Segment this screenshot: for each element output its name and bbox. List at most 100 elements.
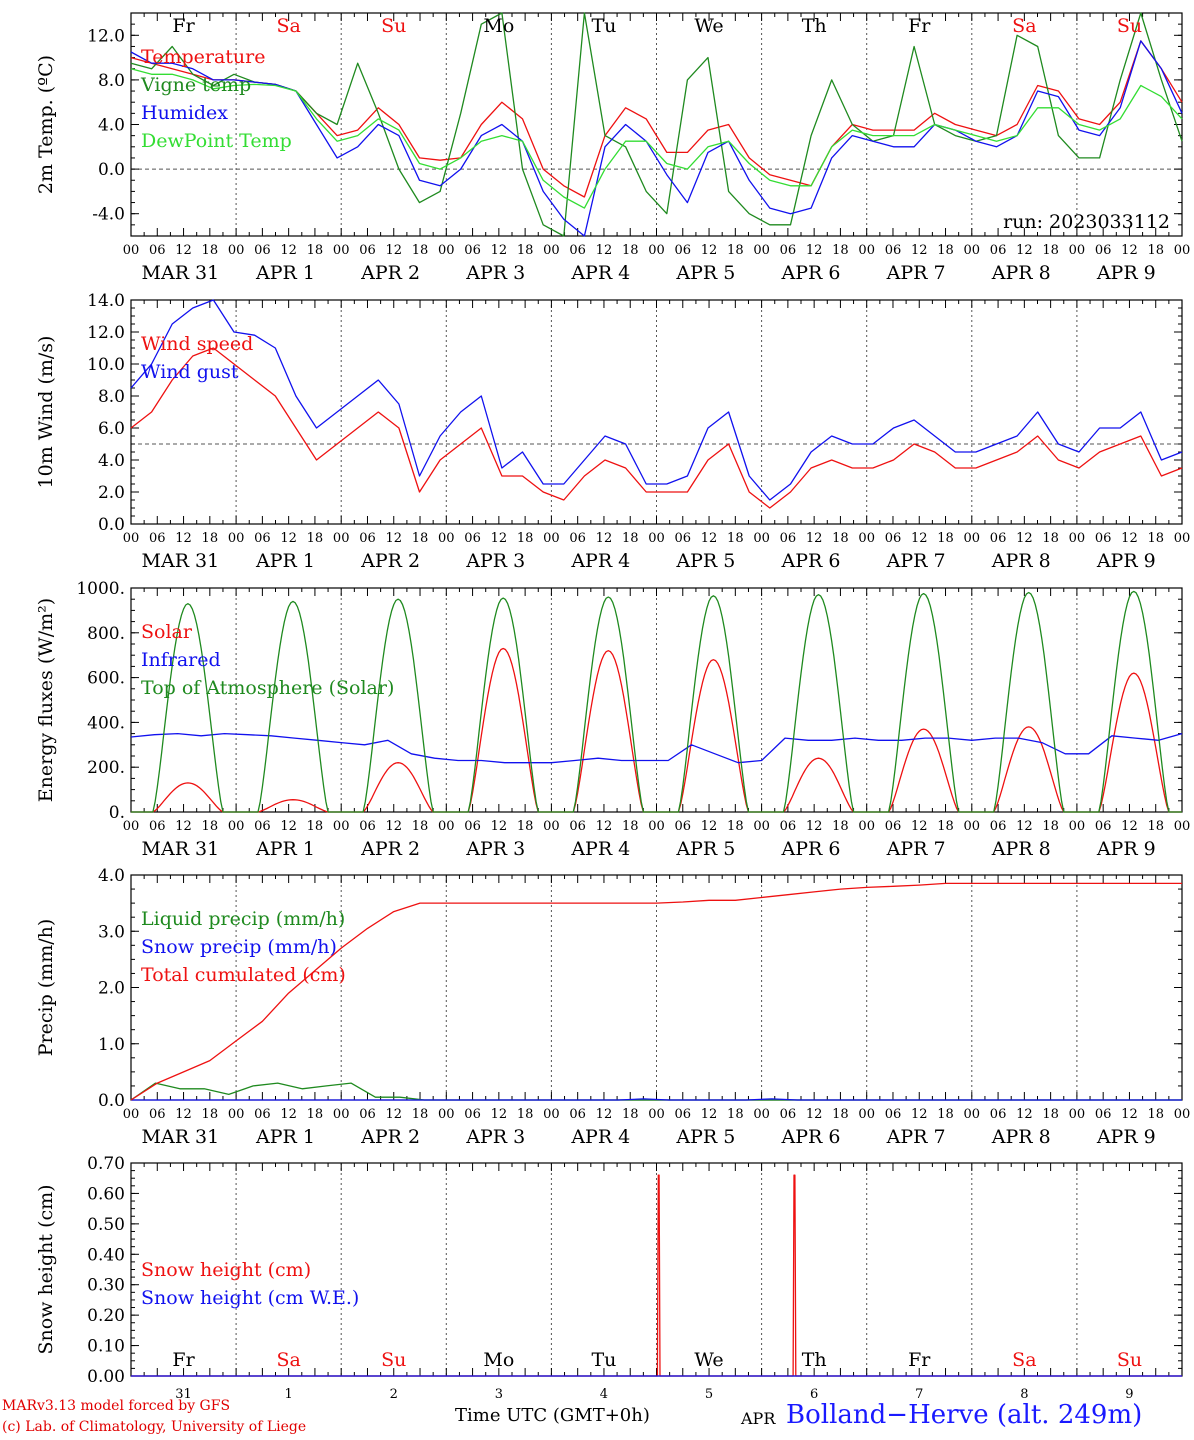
- date-label: MAR 31: [142, 1126, 220, 1148]
- date-label: APR 9: [1096, 262, 1156, 284]
- hour-label: 12: [1016, 531, 1033, 546]
- y-tick-label: 0.40: [87, 1245, 125, 1265]
- hour-label: 00: [543, 1107, 560, 1122]
- y-tick-label: 2.0: [98, 483, 125, 503]
- hour-label: 18: [307, 819, 324, 834]
- hour-label: 06: [359, 243, 376, 258]
- date-label: APR 6: [781, 262, 841, 284]
- hour-label: 18: [1042, 1107, 1059, 1122]
- month-label: APR: [741, 1409, 776, 1428]
- hour-label: 12: [385, 243, 402, 258]
- hour-label: 12: [280, 819, 297, 834]
- weekday-label: Sa: [276, 15, 300, 37]
- date-label: APR 7: [886, 262, 946, 284]
- y-axis-label: Precip (mm/h): [35, 919, 57, 1057]
- hour-label: 00: [1174, 819, 1191, 834]
- legend-entry: Snow precip (mm/h): [141, 936, 337, 958]
- date-label: APR 3: [465, 262, 525, 284]
- y-tick-label: 0.50: [87, 1215, 125, 1235]
- date-label: APR 4: [570, 838, 630, 860]
- weekday-label: Fr: [908, 15, 931, 37]
- hour-label: 12: [911, 819, 928, 834]
- hour-label: 18: [307, 1107, 324, 1122]
- legend-entry: Top of Atmosphere (Solar): [141, 677, 394, 699]
- date-label: APR 4: [570, 262, 630, 284]
- hour-label: 06: [675, 531, 692, 546]
- hour-label: 06: [254, 1107, 271, 1122]
- y-axis-label: Snow height (cm): [35, 1184, 57, 1354]
- hour-label: 18: [1042, 819, 1059, 834]
- hour-label: 18: [517, 243, 534, 258]
- legend-entry: Infrared: [141, 649, 221, 671]
- hour-label: 12: [806, 1107, 823, 1122]
- hour-label: 06: [885, 243, 902, 258]
- hour-label: 12: [385, 1107, 402, 1122]
- y-tick-label: 0.20: [87, 1306, 125, 1326]
- y-tick-label: 3.0: [98, 922, 125, 942]
- hour-label: 06: [254, 243, 271, 258]
- date-label: APR 6: [781, 1126, 841, 1148]
- hour-label: 00: [964, 1107, 981, 1122]
- hour-label: 06: [464, 819, 481, 834]
- hour-label: 12: [1016, 819, 1033, 834]
- hour-label: 00: [1174, 243, 1191, 258]
- date-label: APR 3: [465, 550, 525, 572]
- hour-label: 12: [1016, 1107, 1033, 1122]
- y-tick-label: 6.0: [98, 419, 125, 439]
- weekday-label: Sa: [1012, 15, 1036, 37]
- hour-label: 12: [1121, 819, 1138, 834]
- date-label: APR 6: [781, 550, 841, 572]
- hour-label: 06: [359, 1107, 376, 1122]
- hour-label: 06: [990, 819, 1007, 834]
- hour-label: 18: [412, 243, 429, 258]
- y-tick-label: 0.0: [98, 1091, 125, 1111]
- hour-label: 00: [333, 819, 350, 834]
- hour-label: 06: [1095, 531, 1112, 546]
- hour-label: 06: [780, 819, 797, 834]
- y-tick-label: 12.0: [87, 323, 125, 343]
- legend-entry: Liquid precip (mm/h): [141, 908, 345, 930]
- hour-label: 18: [727, 1107, 744, 1122]
- y-tick-label: 600.: [87, 669, 125, 689]
- panel-5: [130, 1162, 1183, 1377]
- hour-label: 06: [885, 531, 902, 546]
- y-tick-label: 10.0: [87, 355, 125, 375]
- series-line: [131, 1098, 1182, 1101]
- hour-label: 06: [885, 1107, 902, 1122]
- hour-label: 06: [990, 1107, 1007, 1122]
- hour-label: 12: [175, 531, 192, 546]
- weekday-label: Mo: [483, 15, 514, 37]
- hour-label: 12: [596, 531, 613, 546]
- hour-label: 18: [832, 1107, 849, 1122]
- panel-4: [130, 874, 1183, 1101]
- y-tick-label: 0.60: [87, 1184, 125, 1204]
- hour-label: 12: [596, 243, 613, 258]
- hour-label: 12: [280, 1107, 297, 1122]
- hour-label: 06: [359, 819, 376, 834]
- date-label: APR 6: [781, 838, 841, 860]
- hour-label: 12: [1121, 243, 1138, 258]
- weekday-label: We: [694, 15, 723, 37]
- hour-label: 00: [858, 243, 875, 258]
- day-number: 8: [1020, 1387, 1028, 1402]
- hour-label: 00: [648, 1107, 665, 1122]
- hour-label: 06: [254, 819, 271, 834]
- series-line: [130, 882, 1182, 1101]
- date-label: APR 7: [886, 1126, 946, 1148]
- y-axis-label: 10m Wind (m/s): [35, 336, 57, 489]
- hour-label: 18: [202, 819, 219, 834]
- hour-label: 06: [464, 531, 481, 546]
- date-label: APR 7: [886, 550, 946, 572]
- date-label: APR 9: [1096, 1126, 1156, 1148]
- hour-label: 18: [727, 243, 744, 258]
- day-number: 4: [600, 1387, 608, 1402]
- hour-label: 00: [1069, 1107, 1086, 1122]
- hour-label: 00: [858, 1107, 875, 1122]
- day-number: 2: [390, 1387, 398, 1402]
- hour-label: 18: [202, 1107, 219, 1122]
- hour-label: 00: [543, 819, 560, 834]
- date-label: APR 2: [360, 1126, 420, 1148]
- hour-label: 12: [175, 1107, 192, 1122]
- weekday-label: Su: [1117, 1349, 1142, 1371]
- legend-entry: Snow height (cm): [141, 1259, 311, 1281]
